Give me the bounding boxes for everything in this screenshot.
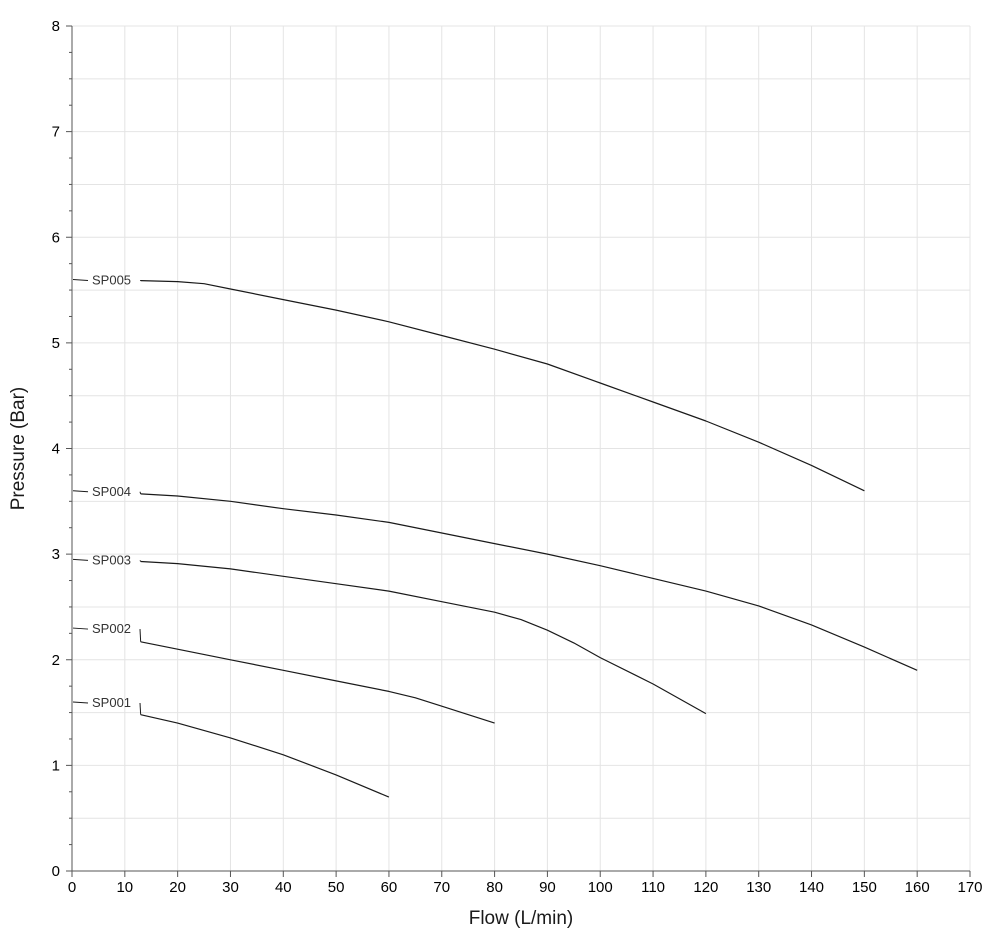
y-tick-label: 4: [52, 441, 60, 458]
x-tick-label: 160: [905, 879, 930, 896]
series-leader: [72, 701, 89, 704]
series-leader: [72, 627, 89, 630]
x-tick-label: 70: [433, 879, 450, 896]
y-tick-label: 8: [52, 18, 60, 35]
series-leader: [72, 279, 89, 281]
series-leader: [72, 558, 89, 561]
series-leader: [139, 560, 142, 562]
x-tick-label: 170: [957, 879, 982, 896]
series-lines: [140, 280, 918, 798]
x-tick-label: 50: [328, 879, 345, 896]
axes: 0 10 20 30 40 50 60 70 80 90 100 110 120 130 140 150 160…: [52, 18, 983, 896]
x-tick-label: 40: [275, 879, 292, 896]
y-tick-label: 6: [52, 229, 60, 246]
series-labels: SP001 SP002 SP003 SP004 SP005: [72, 273, 142, 715]
series-leader: [139, 702, 142, 715]
y-tick-label: 2: [52, 652, 60, 669]
y-tick-label: 5: [52, 335, 60, 352]
x-tick-label: 140: [799, 879, 824, 896]
series-line-sp004: [140, 493, 918, 671]
x-tick-label: 100: [588, 879, 613, 896]
y-tick-label: 3: [52, 546, 60, 563]
series-label-sp001: SP001: [92, 695, 131, 710]
y-axis-title: Pressure (Bar): [8, 387, 29, 511]
series-line-sp005: [140, 280, 865, 492]
series-label-sp005: SP005: [92, 273, 131, 288]
x-tick-label: 120: [693, 879, 718, 896]
x-tick-label: 150: [852, 879, 877, 896]
series-leader: [139, 491, 142, 495]
x-axis-title: Flow (L/min): [469, 908, 574, 929]
x-tick-label: 10: [116, 879, 133, 896]
x-tick-label: 0: [68, 879, 76, 896]
series-line-sp003: [140, 560, 707, 715]
x-tick-label: 60: [381, 879, 398, 896]
series-label-sp003: SP003: [92, 552, 131, 567]
x-tick-label: 90: [539, 879, 556, 896]
x-tick-label: 30: [222, 879, 239, 896]
series-leader: [139, 629, 142, 642]
y-tick-label: 1: [52, 757, 60, 774]
y-tick-label: 7: [52, 124, 60, 141]
series-line-sp001: [140, 714, 390, 798]
x-tick-label: 80: [486, 879, 503, 896]
grid: [72, 25, 971, 871]
x-tick-label: 110: [641, 879, 665, 896]
x-tick-label: 130: [746, 879, 771, 896]
series-label-sp002: SP002: [92, 621, 131, 636]
y-tick-label: 0: [52, 863, 60, 880]
x-tick-label: 20: [169, 879, 186, 896]
series-line-sp002: [140, 641, 495, 724]
series-label-sp004: SP004: [92, 484, 131, 499]
series-leader: [72, 490, 89, 493]
